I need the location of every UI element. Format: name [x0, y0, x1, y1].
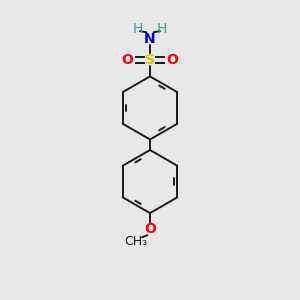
Text: O: O [167, 52, 178, 67]
Text: H: H [133, 22, 143, 36]
Text: H: H [157, 22, 167, 36]
Text: S: S [145, 52, 155, 67]
Text: N: N [144, 32, 156, 46]
Text: O: O [122, 52, 133, 67]
Text: CH₃: CH₃ [124, 235, 147, 248]
Text: O: O [144, 222, 156, 236]
